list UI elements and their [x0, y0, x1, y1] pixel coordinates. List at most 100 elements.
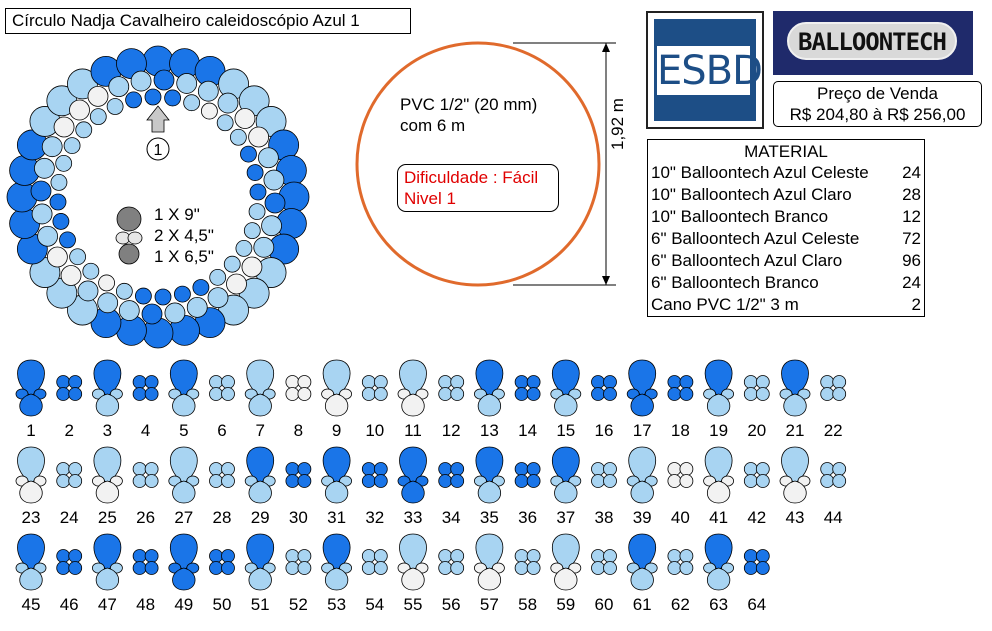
cluster-balloon [132, 387, 147, 401]
cluster-balloon-10 [361, 375, 388, 401]
ring-balloon-inner [249, 183, 267, 201]
cluster-balloon [209, 462, 223, 476]
cluster-balloon [743, 561, 758, 575]
cluster-balloon-36 [514, 462, 541, 488]
ring-balloon-inner [174, 285, 191, 303]
pattern-bottom-balloon [783, 480, 807, 504]
cluster-balloon [820, 375, 835, 389]
sequence-number: 23 [21, 508, 41, 527]
cluster-balloon [438, 387, 453, 401]
pattern-balloon-29 [244, 446, 276, 504]
cluster-balloon-40 [667, 462, 694, 488]
sequence-number: 59 [556, 595, 576, 614]
cluster-balloon [68, 387, 83, 401]
ring-balloon-inner [216, 114, 234, 132]
legend-line-6-5: 1 X 6,5" [154, 247, 214, 266]
sequence-number: 32 [365, 508, 385, 527]
cluster-balloon [361, 462, 376, 476]
sequence-number: 5 [179, 421, 189, 440]
sequence-number: 37 [556, 508, 576, 527]
cluster-balloon [743, 474, 758, 488]
ring-balloon-inner [223, 255, 241, 273]
ring-balloon-mid [34, 157, 55, 179]
cluster-balloon [603, 549, 617, 563]
difficulty-line-2: Nivel 1 [404, 189, 456, 208]
sequence-number: 14 [518, 421, 538, 440]
sequence-number: 54 [365, 595, 385, 614]
pattern-bottom-balloon [401, 393, 425, 417]
pattern-bottom-balloon [324, 393, 349, 417]
pattern-balloon-53 [321, 533, 353, 591]
ring-balloon-mid [31, 203, 53, 225]
cluster-balloon [221, 549, 235, 563]
cluster-balloon [285, 375, 300, 389]
pattern-bottom-balloon [706, 393, 731, 417]
ring-balloon-mid [41, 136, 63, 158]
cluster-balloon [132, 462, 147, 476]
cluster-balloon [820, 387, 835, 401]
ring-balloon-mid [253, 236, 275, 258]
material-table: MATERIAL 10" Balloontech Azul Celeste 24 1… [647, 139, 925, 317]
cluster-balloon [832, 474, 847, 488]
cluster-balloon [679, 561, 694, 575]
start-marker-label: 1 [154, 142, 163, 159]
sequence-number: 41 [709, 508, 729, 527]
cluster-balloon [591, 474, 605, 488]
sequence-number: 33 [403, 508, 423, 527]
cluster-balloon [209, 375, 223, 389]
pattern-bottom-balloon [554, 567, 578, 591]
cluster-balloon [438, 375, 453, 389]
cluster-balloon [209, 549, 223, 563]
pattern-balloon-31 [321, 446, 353, 504]
pattern-bottom-balloon [19, 480, 43, 504]
pattern-bottom-balloon [477, 480, 502, 504]
pattern-balloon-57 [473, 533, 505, 591]
material-qty: 72 [902, 229, 921, 248]
cluster-balloon [68, 462, 83, 476]
cluster-balloon [743, 549, 758, 563]
ring-balloon-mid [248, 126, 270, 148]
pvc-line-2: com 6 m [400, 116, 466, 135]
ring-balloon-inner [200, 102, 218, 120]
legend-balloon-6-5 [118, 243, 140, 265]
pattern-bottom-balloon [172, 480, 196, 504]
sequence-number: 35 [479, 508, 499, 527]
cluster-balloon [514, 549, 529, 563]
pattern-bottom-balloon [477, 567, 502, 591]
cluster-balloon [591, 375, 605, 389]
cluster-balloon [221, 375, 235, 389]
sequence-number: 44 [823, 508, 843, 527]
material-name: 10" Balloontech Azul Claro [651, 185, 852, 204]
ring-balloon-inner [75, 121, 93, 139]
cluster-balloon [832, 375, 847, 389]
cluster-balloon-18 [667, 375, 694, 401]
ring-balloon-mid [69, 99, 90, 121]
cluster-balloon-64 [743, 549, 770, 575]
cluster-balloon [450, 561, 465, 575]
cluster-balloon [603, 387, 617, 401]
cluster-balloon [591, 549, 605, 563]
ring-balloon-inner [82, 262, 100, 280]
material-qty: 12 [902, 207, 921, 226]
cluster-balloon [297, 549, 312, 563]
cluster-balloon [438, 474, 453, 488]
ring-balloon-inner [229, 128, 247, 146]
cluster-balloon [667, 375, 682, 389]
page-title: Círculo Nadja Cavalheiro caleidoscópio A… [5, 8, 411, 34]
cluster-balloon [132, 549, 147, 563]
sequence-number: 24 [59, 508, 79, 527]
pattern-bottom-balloon [630, 393, 654, 417]
cluster-balloon [361, 375, 376, 389]
start-marker-circle [146, 137, 170, 161]
cluster-balloon [68, 375, 83, 389]
pattern-balloon-39 [626, 446, 658, 504]
cluster-balloon-8 [285, 375, 312, 401]
pattern-bottom-balloon [706, 567, 731, 591]
sequence-number: 18 [670, 421, 690, 440]
pattern-balloon-41 [703, 446, 734, 504]
cluster-balloon [514, 375, 529, 389]
cluster-balloon [373, 561, 388, 575]
cluster-balloon [526, 549, 541, 563]
material-qty: 28 [902, 185, 921, 204]
material-qty: 96 [902, 251, 921, 270]
